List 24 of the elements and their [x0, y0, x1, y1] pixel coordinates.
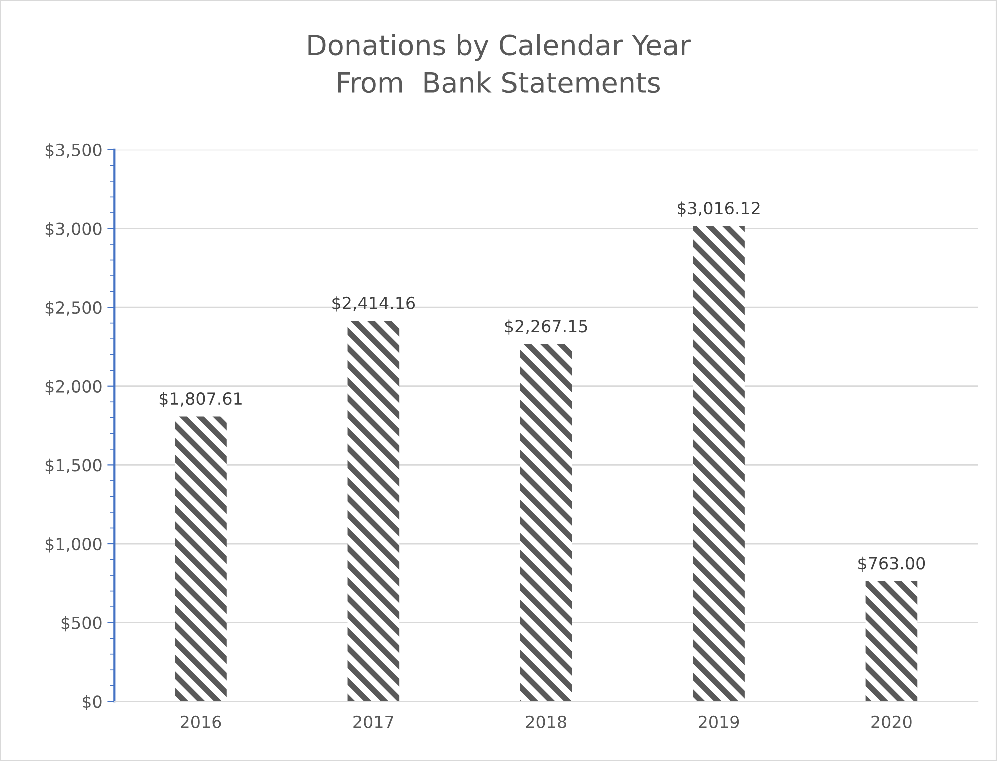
y-tick-label: $500: [62, 616, 102, 632]
data-label: $763.00: [858, 556, 926, 572]
chart-title: Donations by Calendar Year From Bank Statements: [308, 34, 691, 94]
x-tick-label: 2018: [526, 716, 566, 728]
bar: [520, 344, 572, 702]
data-label: $2,414.16: [332, 296, 416, 312]
x-tick-label: 2016: [181, 716, 222, 728]
data-label: $2,267.15: [505, 320, 588, 335]
bar: [348, 321, 400, 702]
data-label: $3,016.12: [678, 202, 760, 217]
y-tick-label: $3,000: [46, 222, 102, 238]
y-tick-label: $2,500: [46, 301, 102, 316]
y-tick-label: $2,000: [46, 380, 102, 396]
x-tick-label: 2019: [699, 716, 740, 728]
bar: [175, 416, 227, 702]
bar: [866, 581, 918, 702]
y-tick-label: $0: [83, 695, 102, 710]
data-label: $1,807.61: [160, 392, 242, 408]
y-tick-label: $3,500: [46, 144, 102, 159]
x-tick-label: 2020: [872, 716, 912, 728]
y-tick-label: $1,000: [46, 538, 102, 553]
y-tick-label: $1,500: [46, 458, 102, 474]
x-tick-label: 2017: [354, 716, 394, 728]
bar: [693, 226, 745, 702]
